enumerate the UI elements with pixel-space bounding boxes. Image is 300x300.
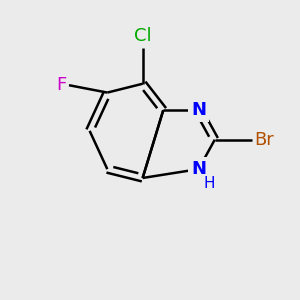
Text: Cl: Cl	[134, 28, 152, 46]
Text: Br: Br	[254, 131, 274, 149]
Text: H: H	[203, 176, 214, 191]
Text: N: N	[191, 101, 206, 119]
Text: N: N	[191, 160, 206, 178]
Text: F: F	[56, 76, 66, 94]
